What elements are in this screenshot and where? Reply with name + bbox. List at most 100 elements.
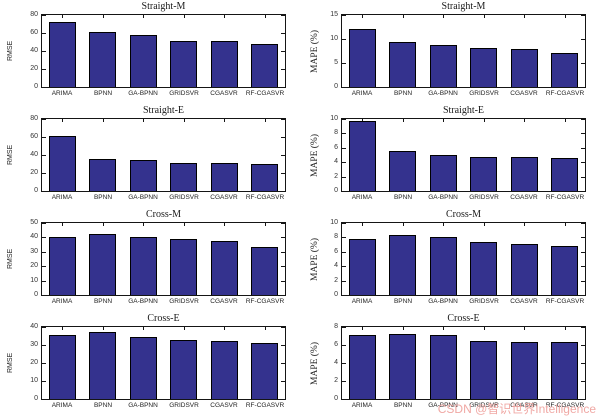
x-tick-label: ARIMA bbox=[51, 298, 73, 305]
x-tick-label: CGASVR bbox=[510, 90, 538, 97]
plot-area bbox=[341, 118, 586, 192]
x-tick-mark bbox=[103, 223, 104, 226]
x-tick-label: RF-CGASVR bbox=[245, 298, 285, 305]
y-tick-mark bbox=[581, 162, 585, 163]
x-tick-mark bbox=[62, 327, 63, 330]
bar-gridsvr bbox=[170, 41, 197, 87]
y-tick-mark bbox=[42, 295, 46, 296]
y-tick-label: 80 bbox=[30, 115, 38, 122]
x-tick-label: BPNN bbox=[393, 90, 413, 97]
y-tick-label: 5 bbox=[334, 59, 338, 66]
y-tick-label: 20 bbox=[30, 169, 38, 176]
y-tick-label: 20 bbox=[30, 262, 38, 269]
bar-gridsvr bbox=[470, 48, 497, 87]
plot-area bbox=[341, 14, 586, 88]
x-tick-mark bbox=[565, 223, 566, 226]
bar-bpnn bbox=[89, 332, 116, 399]
watermark-text: CSDN @智识世界Intelligence bbox=[437, 402, 596, 416]
bar-arima bbox=[49, 136, 76, 191]
y-tick-label: 15 bbox=[330, 11, 338, 18]
x-tick-label: GA-BPNN bbox=[128, 402, 158, 409]
y-tick-mark bbox=[581, 237, 585, 238]
y-tick-mark bbox=[281, 69, 285, 70]
x-tick-label: GRIDSVR bbox=[469, 298, 499, 305]
y-tick-mark bbox=[342, 363, 346, 364]
x-tick-mark bbox=[62, 15, 63, 18]
bar-arima bbox=[49, 237, 76, 295]
y-tick-mark bbox=[281, 87, 285, 88]
y-tick-label: 40 bbox=[30, 323, 38, 330]
y-axis-label: RMSE bbox=[7, 40, 14, 62]
x-tick-mark bbox=[565, 15, 566, 18]
bar-rf-cgasvr bbox=[551, 342, 578, 399]
subplot-cross-e-rmse: Cross-E RMSE 0 10 20 30 40 ARIMA BPNN GA-BPNN GRID… bbox=[0, 312, 300, 416]
y-tick-mark bbox=[581, 87, 585, 88]
x-tick-label: CGASVR bbox=[510, 298, 538, 305]
bar-ga-bpnn bbox=[430, 335, 457, 399]
y-tick-label: 0 bbox=[34, 83, 38, 90]
chart-title: Cross-E bbox=[447, 313, 480, 324]
chart-title: Straight-E bbox=[142, 105, 185, 116]
y-tick-mark bbox=[42, 51, 46, 52]
x-tick-mark bbox=[403, 327, 404, 330]
y-tick-mark bbox=[281, 191, 285, 192]
bar-gridsvr bbox=[470, 242, 497, 295]
x-tick-label: GRIDSVR bbox=[169, 194, 199, 201]
x-tick-mark bbox=[484, 223, 485, 226]
y-tick-label: 8 bbox=[334, 233, 338, 240]
bar-cgasvr bbox=[511, 244, 538, 295]
y-tick-mark bbox=[281, 137, 285, 138]
bar-cgasvr bbox=[211, 41, 238, 87]
bar-cgasvr bbox=[511, 157, 538, 191]
y-tick-mark bbox=[581, 252, 585, 253]
y-tick-mark bbox=[281, 281, 285, 282]
y-tick-label: 0 bbox=[34, 187, 38, 194]
y-axis-label: RMSE bbox=[7, 352, 14, 374]
x-tick-mark bbox=[403, 119, 404, 122]
y-tick-mark bbox=[281, 345, 285, 346]
x-tick-mark bbox=[403, 15, 404, 18]
x-tick-label: ARIMA bbox=[51, 90, 73, 97]
bar-ga-bpnn bbox=[130, 35, 157, 87]
y-tick-label: 20 bbox=[30, 65, 38, 72]
bar-rf-cgasvr bbox=[551, 53, 578, 87]
y-tick-mark bbox=[42, 363, 46, 364]
x-tick-mark bbox=[184, 119, 185, 122]
y-tick-mark bbox=[342, 399, 346, 400]
y-tick-mark bbox=[42, 281, 46, 282]
plot-area bbox=[41, 326, 286, 400]
bar-ga-bpnn bbox=[430, 45, 457, 87]
bar-bpnn bbox=[389, 151, 416, 191]
x-tick-label: CGASVR bbox=[510, 194, 538, 201]
plot-area bbox=[341, 326, 586, 400]
bar-arima bbox=[349, 29, 376, 87]
y-tick-mark bbox=[281, 155, 285, 156]
plot-area bbox=[341, 222, 586, 296]
x-tick-mark bbox=[443, 15, 444, 18]
chart-title: Straight-M bbox=[141, 1, 186, 12]
x-tick-label: GRIDSVR bbox=[169, 90, 199, 97]
y-tick-mark bbox=[342, 266, 346, 267]
y-tick-label: 4 bbox=[334, 158, 338, 165]
y-tick-mark bbox=[581, 148, 585, 149]
y-tick-label: 8 bbox=[334, 323, 338, 330]
y-tick-mark bbox=[281, 295, 285, 296]
x-tick-label: ARIMA bbox=[351, 298, 373, 305]
y-tick-label: 2 bbox=[334, 277, 338, 284]
bar-ga-bpnn bbox=[430, 237, 457, 295]
y-tick-mark bbox=[42, 155, 46, 156]
y-tick-mark bbox=[42, 266, 46, 267]
x-tick-label: BPNN bbox=[93, 298, 113, 305]
y-tick-label: 0 bbox=[34, 395, 38, 402]
y-tick-mark bbox=[281, 266, 285, 267]
y-tick-mark bbox=[342, 133, 346, 134]
x-tick-label: BPNN bbox=[393, 194, 413, 201]
x-tick-label: BPNN bbox=[393, 402, 413, 409]
x-tick-mark bbox=[224, 223, 225, 226]
y-tick-label: 0 bbox=[334, 291, 338, 298]
x-tick-label: CGASVR bbox=[210, 90, 238, 97]
y-tick-mark bbox=[342, 252, 346, 253]
y-tick-mark bbox=[342, 39, 346, 40]
y-tick-mark bbox=[581, 119, 585, 120]
x-tick-label: RF-CGASVR bbox=[245, 194, 285, 201]
